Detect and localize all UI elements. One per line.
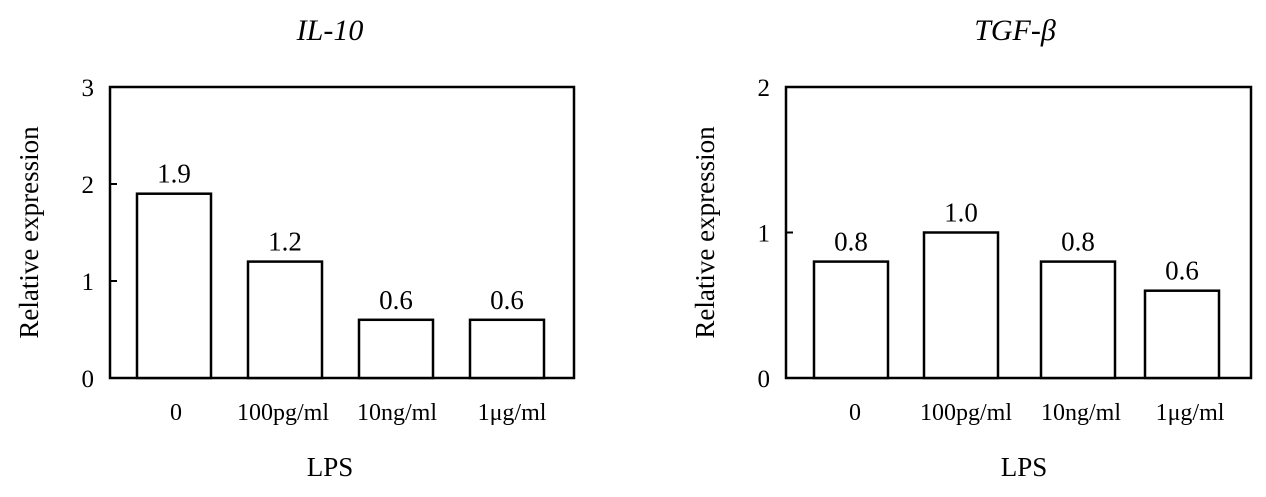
data-label: 0.6 (379, 285, 413, 315)
x-tick-label: 100pg/ml (920, 400, 1012, 426)
data-label: 0.8 (834, 227, 868, 257)
data-label: 0.6 (1165, 256, 1199, 286)
x-axis-label: LPS (1001, 452, 1048, 482)
data-label: 0.8 (1061, 227, 1095, 257)
x-tick-label: 1μg/ml (1156, 400, 1225, 426)
chart-title: IL-10 (296, 14, 364, 47)
chart-2: TGF-β 0 1 2 0.8 0 1.0 100pg/ml 0.8 10ng/ml 0.6 1μg/… (690, 14, 1253, 482)
chart-title: TGF-β (974, 14, 1056, 47)
y-tick-label: 2 (758, 75, 771, 102)
plot-frame (108, 85, 576, 380)
x-axis-label: LPS (307, 452, 354, 482)
bar (468, 318, 546, 380)
x-tick-label: 10ng/ml (1041, 400, 1121, 426)
x-tick-label: 10ng/ml (357, 400, 437, 426)
bar (812, 260, 890, 380)
bar (357, 318, 435, 380)
y-tick-label: 3 (82, 75, 95, 102)
data-label: 1.2 (268, 227, 302, 257)
bar (246, 260, 324, 380)
data-label: 1.9 (157, 159, 191, 189)
y-tick-label: 1 (82, 269, 95, 296)
chart-1: IL-10 0 1 2 3 1.9 0 1.2 100pg/ml 0.6 10ng/ml 0.6 1μg… (14, 14, 576, 482)
y-tick-label: 1 (758, 221, 771, 248)
data-label: 1.0 (944, 198, 978, 228)
x-tick-label: 0 (849, 400, 861, 426)
bar (135, 192, 213, 380)
y-axis-label: Relative expression (690, 126, 720, 339)
bar (1039, 260, 1117, 380)
x-tick-label: 0 (170, 400, 182, 426)
bar (922, 231, 1000, 380)
x-tick-label: 1μg/ml (478, 400, 547, 426)
y-tick-label: 2 (82, 172, 95, 199)
y-axis-label: Relative expression (14, 126, 44, 339)
data-label: 0.6 (490, 285, 524, 315)
y-tick-label: 0 (758, 366, 771, 393)
y-tick-label: 0 (82, 366, 95, 393)
bar (1143, 289, 1221, 380)
x-tick-label: 100pg/ml (237, 400, 329, 426)
